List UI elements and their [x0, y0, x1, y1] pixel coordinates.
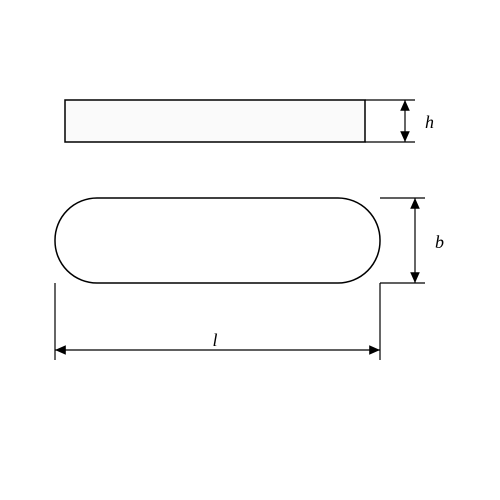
side-view-rect [65, 100, 365, 142]
dim-h: h [365, 100, 434, 142]
top-view-stadium [55, 198, 380, 283]
dim-b-label: b [435, 232, 444, 252]
dim-h-label: h [425, 112, 434, 132]
dim-b: b [380, 198, 444, 283]
dim-l-label: l [212, 330, 217, 350]
technical-drawing: h b l [0, 0, 500, 500]
dim-l: l [55, 283, 380, 360]
